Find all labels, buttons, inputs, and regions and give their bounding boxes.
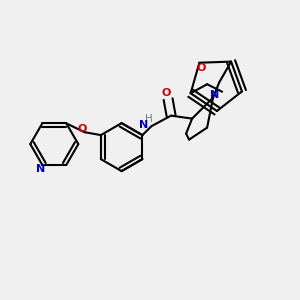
Text: O: O: [162, 88, 171, 98]
Text: O: O: [196, 63, 206, 73]
Text: N: N: [140, 120, 149, 130]
Text: H: H: [145, 114, 152, 124]
Text: O: O: [77, 124, 87, 134]
Text: N: N: [36, 164, 45, 174]
Text: N: N: [210, 90, 219, 100]
